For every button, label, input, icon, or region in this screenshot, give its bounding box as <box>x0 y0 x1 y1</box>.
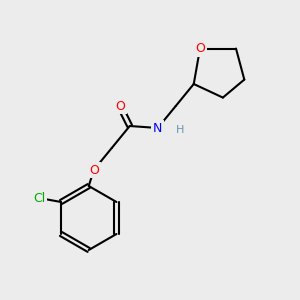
Text: O: O <box>115 100 125 112</box>
Text: O: O <box>195 42 205 55</box>
Text: H: H <box>176 125 184 135</box>
Text: O: O <box>89 164 99 176</box>
Text: Cl: Cl <box>33 191 45 205</box>
Text: N: N <box>153 122 162 134</box>
